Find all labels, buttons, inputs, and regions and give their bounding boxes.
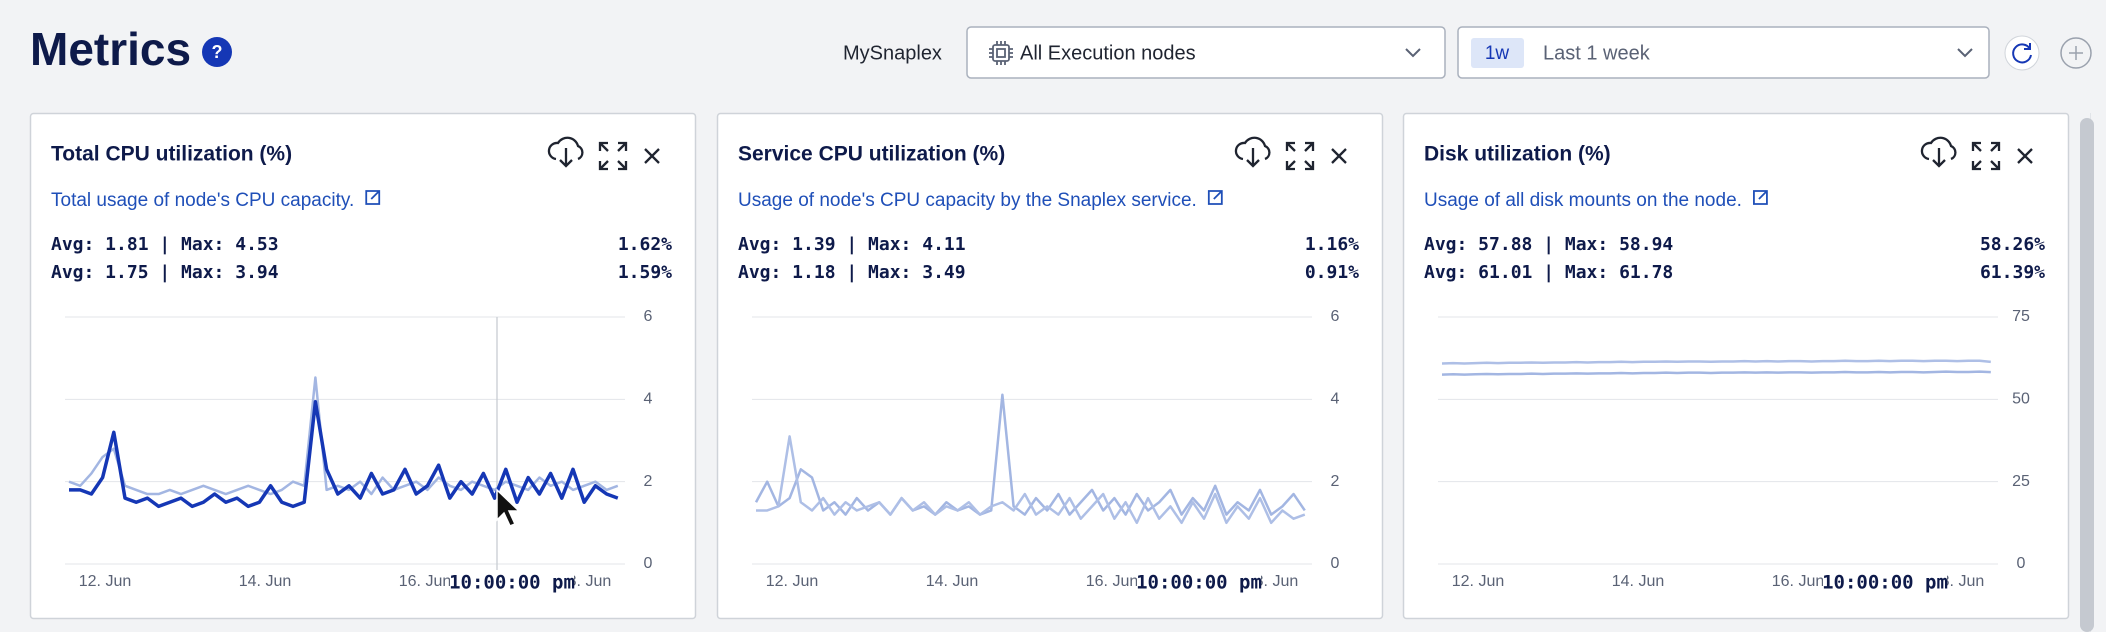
y-tick-label: 4 xyxy=(644,391,653,408)
close-button[interactable] xyxy=(2017,148,2033,164)
y-tick-label: 2 xyxy=(1331,473,1340,490)
stat-current: 1.16% xyxy=(1305,234,1359,255)
x-tick-label: 16. Jun xyxy=(399,573,451,590)
help-icon[interactable] xyxy=(202,37,232,67)
stat-summary: Avg: 1.75 | Max: 3.94 xyxy=(51,262,279,283)
add-button[interactable] xyxy=(2060,37,2092,69)
node-filter-dropdown[interactable] xyxy=(966,26,1446,79)
series-line xyxy=(69,400,619,509)
chevron xyxy=(1957,48,1973,58)
y-tick-label: 75 xyxy=(2012,308,2030,325)
tooltip-label: 10:00:00 pm xyxy=(1136,572,1262,594)
x-tick-label: 12. Jun xyxy=(1452,573,1504,590)
chart-subtitle[interactable]: Usage of node's CPU capacity by the Snap… xyxy=(738,190,1197,211)
chevron xyxy=(1405,48,1421,58)
stat-summary: Avg: 1.18 | Max: 3.49 xyxy=(738,262,966,283)
mouse-cursor xyxy=(496,488,521,527)
tooltip-box xyxy=(450,570,574,596)
download-button[interactable] xyxy=(547,136,584,168)
x-tick-label: 14. Jun xyxy=(926,573,978,590)
stat-current: 1.62% xyxy=(618,234,672,255)
tooltip-box xyxy=(1137,570,1261,596)
external-link-icon xyxy=(1753,190,1768,205)
y-tick-label: 6 xyxy=(1331,308,1340,325)
y-tick-label: 0 xyxy=(644,555,653,572)
y-tick-label: 6 xyxy=(644,308,653,325)
add-icon xyxy=(2069,46,2083,60)
x-tick-label: 12. Jun xyxy=(766,573,818,590)
refresh-button[interactable] xyxy=(2004,35,2040,71)
snaplex-label: MySnaplex xyxy=(843,42,942,64)
chip-icon xyxy=(989,41,1013,65)
time-range-dropdown[interactable] xyxy=(1457,26,1990,79)
x-tick-label: 12. Jun xyxy=(79,573,131,590)
time-badge-text: 1w xyxy=(1485,43,1510,64)
tooltip-label: 10:00:00 pm xyxy=(1822,572,1948,594)
expand-button[interactable] xyxy=(598,141,628,171)
y-tick-label: 0 xyxy=(2017,555,2026,572)
refresh-icon xyxy=(2012,43,2032,64)
stat-summary: Avg: 57.88 | Max: 58.94 xyxy=(1424,234,1673,255)
panel-frame xyxy=(716,112,1384,620)
y-tick-label: 50 xyxy=(2012,391,2030,408)
download-button[interactable] xyxy=(1920,136,1957,168)
y-tick-label: 4 xyxy=(1331,391,1340,408)
y-tick-label: 25 xyxy=(2012,473,2030,490)
chart-panel: Total CPU utilization (%) Total usage of … xyxy=(29,112,697,620)
series-line xyxy=(1441,359,1991,365)
series-line xyxy=(756,435,1306,525)
chart-panel: Service CPU utilization (%) Usage of node… xyxy=(716,112,1384,620)
x-tick-label: 14. Jun xyxy=(1612,573,1664,590)
panel-frame xyxy=(1402,112,2070,620)
chart-title: Disk utilization (%) xyxy=(1424,143,1611,166)
expand-button[interactable] xyxy=(1971,141,2001,171)
page-title: Metrics xyxy=(30,23,191,75)
stat-current: 1.59% xyxy=(618,262,672,283)
chart-subtitle[interactable]: Usage of all disk mounts on the node. xyxy=(1424,190,1742,211)
y-tick-label: 0 xyxy=(1331,555,1340,572)
stat-summary: Avg: 61.01 | Max: 61.78 xyxy=(1424,262,1673,283)
expand-button[interactable] xyxy=(1285,141,1315,171)
help-icon-text: ? xyxy=(212,42,223,62)
stat-current: 0.91% xyxy=(1305,262,1359,283)
stat-current: 61.39% xyxy=(1980,262,2045,283)
chart-title: Total CPU utilization (%) xyxy=(51,143,292,166)
x-tick-label: 14. Jun xyxy=(239,573,291,590)
panel-frame xyxy=(29,112,697,620)
chart-title: Service CPU utilization (%) xyxy=(738,143,1005,166)
tooltip-box xyxy=(1823,570,1947,596)
close-button[interactable] xyxy=(644,148,660,164)
close-button[interactable] xyxy=(1331,148,1347,164)
scrollbar[interactable] xyxy=(2080,118,2094,632)
stat-current: 58.26% xyxy=(1980,234,2045,255)
stat-summary: Avg: 1.81 | Max: 4.53 xyxy=(51,234,279,255)
stat-summary: Avg: 1.39 | Max: 4.11 xyxy=(738,234,966,255)
external-link-icon xyxy=(365,190,381,205)
x-tick-label: 16. Jun xyxy=(1772,573,1824,590)
external-link-icon xyxy=(1207,190,1223,205)
time-range-text: Last 1 week xyxy=(1543,42,1651,64)
chart-panel: Disk utilization (%) Usage of all disk mo… xyxy=(1402,112,2070,620)
x-tick-label: 16. Jun xyxy=(1086,573,1138,590)
series-line xyxy=(1441,370,1991,376)
y-tick-label: 2 xyxy=(644,473,653,490)
node-filter-text: All Execution nodes xyxy=(1020,42,1196,64)
download-button[interactable] xyxy=(1234,136,1271,168)
chart-subtitle[interactable]: Total usage of node's CPU capacity. xyxy=(51,190,354,211)
tooltip-label: 10:00:00 pm xyxy=(449,572,575,594)
time-badge xyxy=(1471,38,1524,68)
